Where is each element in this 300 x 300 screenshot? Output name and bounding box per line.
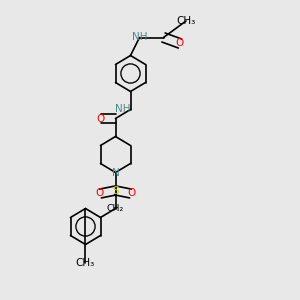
Text: NH: NH xyxy=(115,104,130,115)
Text: O: O xyxy=(128,188,136,199)
Text: NH: NH xyxy=(132,32,147,43)
Text: CH₂: CH₂ xyxy=(107,204,124,213)
Text: CH₃: CH₃ xyxy=(76,257,95,268)
Text: O: O xyxy=(95,188,103,199)
Text: N: N xyxy=(112,167,119,178)
Text: S: S xyxy=(112,185,119,196)
Text: O: O xyxy=(96,113,105,124)
Text: CH₃: CH₃ xyxy=(176,16,196,26)
Text: O: O xyxy=(176,38,184,49)
